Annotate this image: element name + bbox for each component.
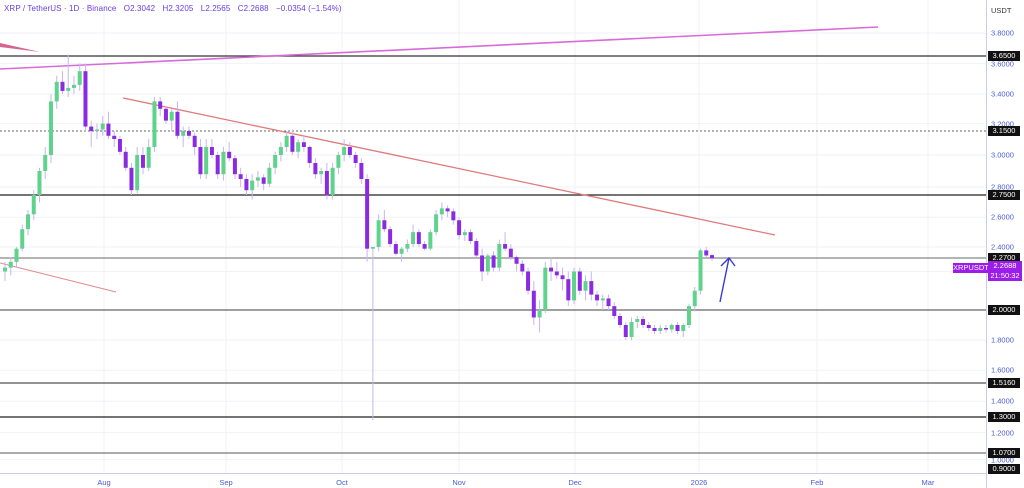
price-tick: 3.4000 [991,89,1014,99]
open-value: O2.3042 [123,4,156,13]
time-tick: Aug [97,478,111,487]
high-value: H2.3205 [162,4,194,13]
time-axis-separator [0,473,986,474]
price-tick: 1.8000 [991,335,1014,345]
time-tick: 2026 [690,478,708,487]
price-tick: 2.8000 [991,182,1014,192]
price-tick: 1.2000 [991,428,1014,438]
price-tick: 2.4000 [991,242,1014,252]
price-axis-separator [986,0,987,488]
close-value: C2.2688 [237,4,269,13]
level-label: 2.2700 [988,253,1020,263]
level-label: 3.1500 [988,126,1020,136]
current-price-tag: 2.2688 21:50:32 [988,261,1022,281]
level-label: 1.5160 [988,378,1020,388]
level-label: 2.7500 [988,190,1020,200]
level-label: 3.6500 [988,51,1020,61]
price-tick: 2.6000 [991,212,1014,222]
currency-label: USDT [991,6,1012,15]
current-price: 2.2688 [993,261,1017,270]
level-label: 1.3000 [988,412,1020,422]
time-tick: Dec [568,478,582,487]
price-tick: 1.0000 [991,455,1014,465]
change-value: −0.0354 (−1.54%) [276,4,342,13]
price-tick: 3.6000 [991,59,1014,69]
low-value: L2.2565 [200,4,231,13]
ohlc-legend: XRP / TetherUS · 1D · Binance O2.3042 H2… [4,4,347,13]
pink-wedge-drawing[interactable] [0,43,40,52]
trend-lines[interactable] [0,26,879,293]
time-tick: Mar [921,478,935,487]
descending-resistance-trendline[interactable] [122,97,776,236]
price-tick: 1.6000 [991,365,1014,375]
time-tick: Feb [810,478,824,487]
bar-countdown: 21:50:32 [990,271,1020,280]
upper-rising-trendline[interactable] [0,26,879,70]
price-tick: 3.2000 [991,119,1014,129]
level-label: 2.0000 [988,305,1020,315]
symbol-label[interactable]: XRP / TetherUS · 1D · Binance [4,4,117,13]
level-label: 1.0700 [988,448,1020,458]
time-tick: Sep [219,478,233,487]
grid-lines [0,0,986,473]
price-tick: 1.4000 [991,396,1014,406]
symbol-price-tag: XRPUSDT [953,263,989,273]
price-tick: 3.8000 [991,28,1014,38]
candlesticks [3,54,714,421]
price-tick: 3.0000 [991,150,1014,160]
time-tick: Oct [336,478,348,487]
time-tick: Nov [452,478,466,487]
lower-descending-trendline[interactable] [0,262,117,293]
horizontal-levels[interactable] [0,55,986,454]
level-label: 0.9000 [988,464,1020,474]
arrow-drawing[interactable] [719,256,736,303]
